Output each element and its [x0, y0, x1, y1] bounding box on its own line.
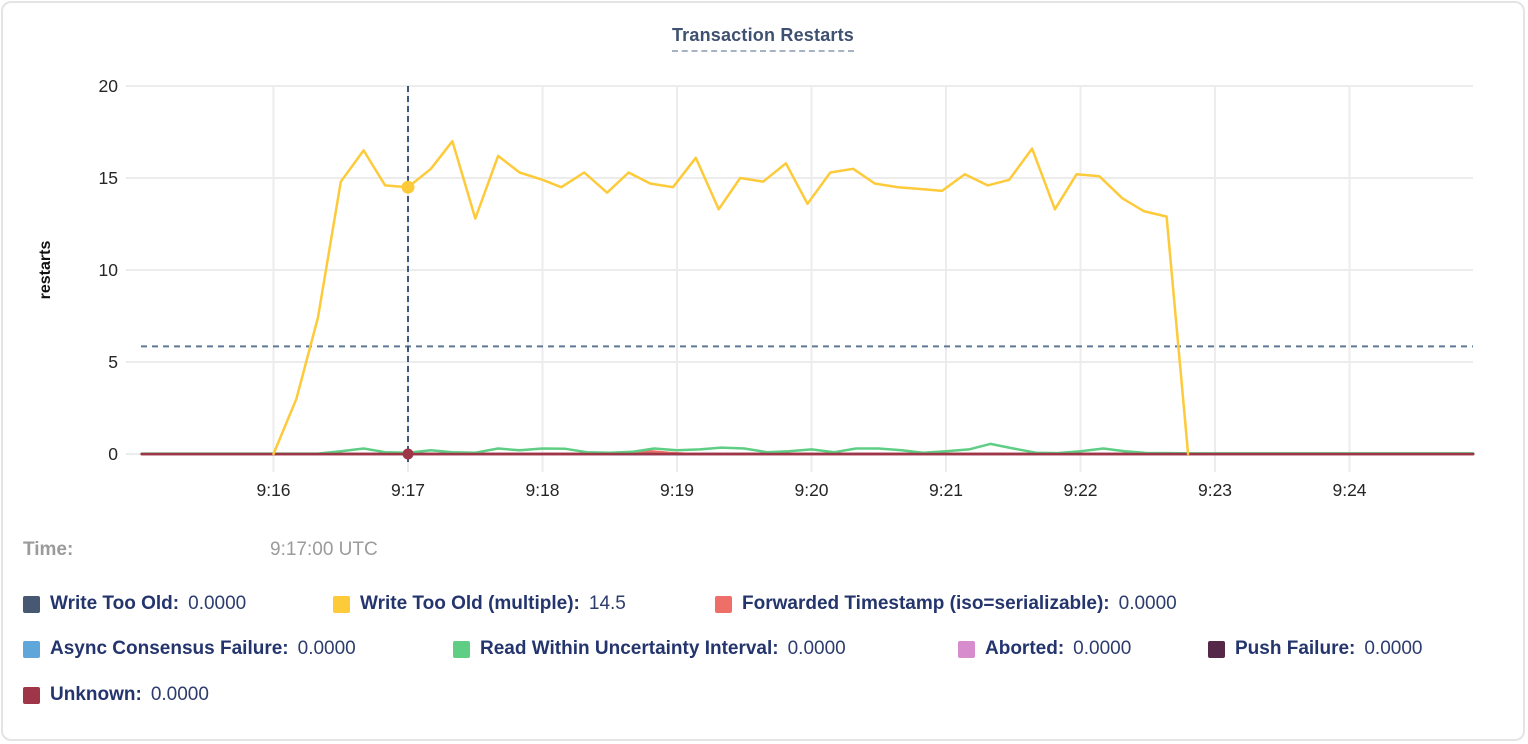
- legend-label-write-too-old: Write Too Old:: [50, 593, 180, 614]
- chart-title[interactable]: Transaction Restarts: [671, 25, 855, 52]
- time-label: Time:: [23, 539, 74, 560]
- legend-value-async-consensus-failure: 0.0000: [297, 638, 356, 659]
- legend-swatch-async-consensus-failure: [23, 640, 40, 658]
- legend-label-unknown: Unknown:: [50, 684, 142, 705]
- legend-value-read-within-uncertainty-interval: 0.0000: [787, 638, 846, 659]
- legend-label-push-failure: Push Failure:: [1235, 638, 1356, 659]
- chart-title-row: Transaction Restarts: [3, 25, 1523, 52]
- legend-item-write-too-old-multiple: Write Too Old (multiple): 14.5: [333, 593, 626, 615]
- legend-row: Unknown: 0.0000: [3, 684, 1523, 714]
- legend-swatch-read-within-uncertainty-interval: [453, 640, 470, 658]
- hover-point-unknown: [402, 448, 414, 460]
- x-tick-label: 9:20: [794, 480, 828, 500]
- legend-value-push-failure: 0.0000: [1364, 638, 1423, 659]
- legend-item-aborted: Aborted: 0.0000: [958, 638, 1131, 660]
- y-tick-label: 15: [99, 168, 118, 188]
- y-tick-label: 0: [108, 444, 118, 464]
- legend-item-write-too-old: Write Too Old: 0.0000: [23, 593, 246, 615]
- x-tick-label: 9:16: [256, 480, 290, 500]
- legend-row: Write Too Old: 0.0000 Write Too Old (multi…: [3, 593, 1523, 623]
- legend-label-forwarded-timestamp-iso-serializable: Forwarded Timestamp (iso=serializable):: [742, 593, 1110, 614]
- legend-value-aborted: 0.0000: [1073, 638, 1132, 659]
- legend-swatch-write-too-old-multiple: [333, 595, 350, 613]
- legend-item-unknown: Unknown: 0.0000: [23, 684, 209, 706]
- y-tick-label: 20: [99, 76, 119, 96]
- legend-value-write-too-old: 0.0000: [188, 593, 247, 614]
- legend-label-async-consensus-failure: Async Consensus Failure:: [50, 638, 289, 659]
- transaction-restarts-chart[interactable]: 0 5 10 15 20 9:16 9:17 9:18 9:19 9:20 9:21 9:22 9:23…: [3, 3, 1528, 513]
- y-tick-label: 10: [99, 260, 119, 280]
- legend-value-write-too-old-multiple: 14.5: [588, 593, 626, 614]
- y-axis-label: restarts: [37, 241, 54, 300]
- legend-swatch-forwarded-timestamp-iso-serializable: [715, 595, 732, 613]
- y-tick-label: 5: [108, 352, 118, 372]
- legend-swatch-aborted: [958, 640, 975, 658]
- x-tick-label: 9:23: [1198, 480, 1232, 500]
- x-tick-label: 9:24: [1332, 480, 1366, 500]
- legend-label-aborted: Aborted:: [985, 638, 1065, 659]
- legend-item-push-failure: Push Failure: 0.0000: [1208, 638, 1422, 660]
- legend-value-forwarded-timestamp-iso-serializable: 0.0000: [1118, 593, 1177, 614]
- x-tick-label: 9:21: [929, 480, 963, 500]
- legend-swatch-unknown: [23, 686, 40, 704]
- legend-item-async-consensus-failure: Async Consensus Failure: 0.0000: [23, 638, 356, 660]
- time-value: 9:17:00 UTC: [270, 539, 378, 560]
- series-line-read-within-uncertainty-interval: [140, 442, 1475, 455]
- legend-item-read-within-uncertainty-interval: Read Within Uncertainty Interval: 0.0000: [453, 638, 846, 660]
- series-line-write-too-old-multiple: [272, 139, 1190, 456]
- x-tick-label: 9:19: [660, 480, 694, 500]
- x-tick-label: 9:17: [391, 480, 425, 500]
- legend-swatch-push-failure: [1208, 640, 1225, 658]
- legend-label-write-too-old-multiple: Write Too Old (multiple):: [360, 593, 580, 614]
- legend-swatch-write-too-old: [23, 595, 40, 613]
- legend-value-unknown: 0.0000: [150, 684, 209, 705]
- x-tick-label: 9:22: [1063, 480, 1097, 500]
- legend-label-read-within-uncertainty-interval: Read Within Uncertainty Interval:: [480, 638, 779, 659]
- legend-row: Async Consensus Failure: 0.0000 Read Withi…: [3, 638, 1523, 668]
- hover-point-write-too-old-multiple: [401, 180, 415, 194]
- legend-item-forwarded-timestamp-iso-serializable: Forwarded Timestamp (iso=serializable): 0…: [715, 593, 1177, 615]
- x-tick-label: 9:18: [525, 480, 559, 500]
